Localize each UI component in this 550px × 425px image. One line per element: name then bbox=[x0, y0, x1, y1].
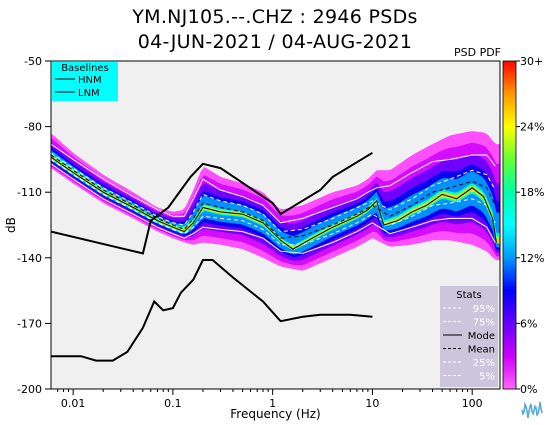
y-tick-label: -110 bbox=[17, 186, 42, 199]
baselines-legend-entry: LNM bbox=[78, 88, 100, 99]
pdf-density-band bbox=[51, 150, 500, 255]
baselines-legend-entry: HNM bbox=[78, 75, 102, 86]
plot-frame bbox=[50, 60, 501, 390]
x-tick-label: 0.1 bbox=[164, 397, 182, 410]
wave-logo-icon bbox=[521, 401, 543, 419]
mean-line bbox=[51, 154, 496, 239]
y-tick-label: -140 bbox=[17, 252, 42, 265]
hnm-line bbox=[51, 151, 373, 255]
x-axis-label: Frequency (Hz) bbox=[230, 407, 321, 421]
chart-subtitle: 04-JUN-2021 / 04-AUG-2021 bbox=[137, 31, 413, 53]
chart-title: YM.NJ105.--.CHZ : 2946 PSDs bbox=[132, 6, 418, 28]
baselines-legend-title: Baselines bbox=[61, 63, 109, 74]
percentile-95-line bbox=[51, 143, 496, 224]
stats-legend-entry: Mode bbox=[468, 331, 495, 342]
stats-legend-entry: 5% bbox=[479, 372, 495, 383]
mode-line bbox=[51, 156, 497, 250]
stats-legend-title: Stats bbox=[456, 290, 482, 301]
percentile-25-line bbox=[51, 158, 496, 246]
percentile-5-line bbox=[51, 163, 496, 254]
x-tick-label: 1 bbox=[269, 397, 276, 410]
colorbar-tick-label: 30+ bbox=[520, 55, 543, 68]
x-tick-label: 100 bbox=[462, 397, 483, 410]
baselines-legend bbox=[52, 62, 118, 101]
lnm-line bbox=[51, 259, 373, 362]
stats-legend-entry: Mean bbox=[468, 345, 495, 356]
colorbar-tick-label: 6% bbox=[520, 317, 537, 330]
colorbar-tick-label: 12% bbox=[520, 252, 544, 265]
y-axis-label: dB bbox=[4, 217, 18, 233]
colorbar bbox=[502, 60, 517, 390]
colorbar-title: PSD PDF bbox=[454, 46, 502, 59]
stats-legend-entry: 95% bbox=[473, 304, 495, 315]
x-tick-label: 10 bbox=[365, 397, 379, 410]
wave-logo-path bbox=[521, 401, 543, 419]
y-tick-label: -170 bbox=[17, 317, 42, 330]
x-tick-label: 0.01 bbox=[61, 397, 86, 410]
percentile-75-line bbox=[51, 152, 496, 233]
colorbar-tick-label: 0% bbox=[520, 383, 537, 396]
y-tick-label: -80 bbox=[24, 121, 42, 134]
stats-legend bbox=[440, 286, 498, 387]
stats-legend-entry: 75% bbox=[473, 318, 495, 329]
y-tick-label: -200 bbox=[17, 383, 42, 396]
stats-legend-entry: 25% bbox=[473, 358, 495, 369]
colorbar-tick-label: 24% bbox=[520, 121, 544, 134]
y-tick-label: -50 bbox=[24, 55, 42, 68]
colorbar-tick-label: 18% bbox=[520, 186, 544, 199]
